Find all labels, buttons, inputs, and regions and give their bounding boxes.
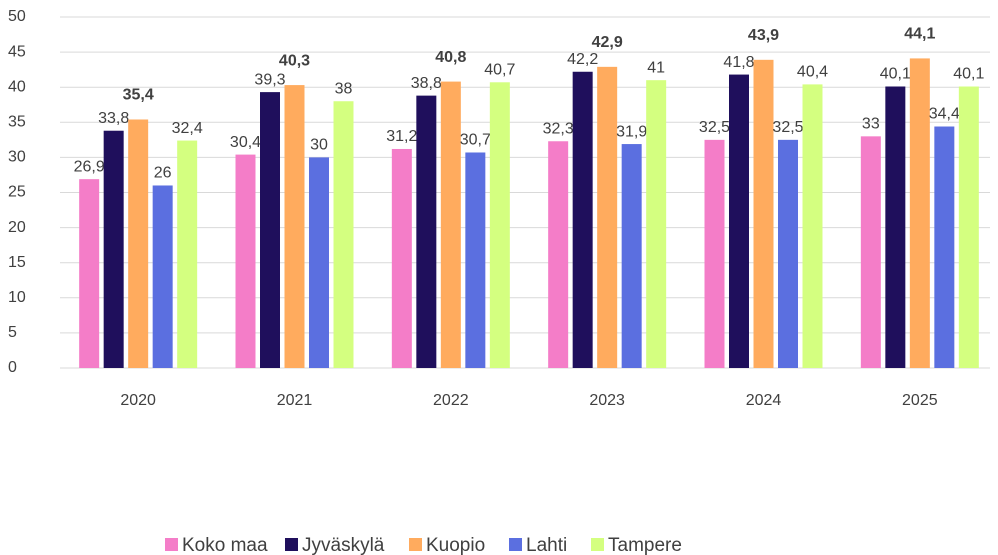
y-tick-label: 0 [8, 359, 17, 376]
bar [704, 139, 725, 368]
y-tick-label: 10 [8, 289, 26, 306]
legend-swatch [409, 538, 422, 551]
y-tick-label: 50 [8, 8, 26, 25]
data-label: 40,4 [797, 64, 828, 81]
data-label: 40,7 [484, 62, 515, 79]
data-label: 38,8 [411, 75, 442, 92]
legend-label: Jyväskylä [302, 535, 385, 555]
data-label: 42,9 [592, 34, 623, 51]
legend-swatch [509, 538, 522, 551]
data-label: 40,8 [435, 49, 466, 66]
legend-label: Lahti [526, 535, 567, 555]
bar [802, 84, 823, 368]
data-label: 32,5 [772, 119, 803, 136]
y-tick-label: 40 [8, 78, 26, 95]
data-label: 33 [862, 116, 880, 133]
data-label: 43,9 [748, 27, 779, 44]
bar [235, 154, 256, 368]
bar [103, 130, 124, 368]
y-tick-label: 25 [8, 184, 26, 201]
data-label: 30,7 [460, 132, 491, 149]
data-label: 44,1 [904, 26, 935, 43]
bar [646, 80, 667, 369]
bar [465, 152, 486, 368]
y-tick-label: 15 [8, 254, 26, 271]
bar [152, 185, 173, 368]
bar [333, 101, 354, 369]
bar [79, 179, 100, 368]
data-label: 40,1 [953, 66, 984, 83]
data-label: 26,9 [74, 158, 105, 175]
data-label: 31,2 [386, 128, 417, 145]
bar [572, 71, 593, 369]
data-label: 40,3 [279, 52, 310, 69]
data-label: 35,4 [123, 87, 154, 104]
x-tick-label: 2025 [902, 392, 938, 409]
data-label: 26 [154, 165, 172, 182]
x-tick-label: 2022 [433, 392, 469, 409]
bar [778, 139, 798, 368]
data-label: 38 [335, 80, 353, 97]
data-label: 32,4 [172, 120, 203, 137]
x-tick-label: 2024 [746, 392, 782, 409]
x-tick-label: 2023 [589, 392, 625, 409]
y-tick-label: 30 [8, 149, 26, 166]
bar [860, 136, 881, 368]
bar [729, 74, 749, 369]
data-label: 30 [310, 137, 328, 154]
y-tick-label: 35 [8, 114, 26, 131]
bar [309, 157, 329, 368]
data-label: 41,8 [723, 54, 754, 71]
x-tick-label: 2020 [120, 392, 156, 409]
legend-swatch [591, 538, 604, 551]
legend-label: Kuopio [426, 535, 485, 555]
legend-swatch [165, 538, 178, 551]
data-label: 41 [647, 59, 665, 76]
bar [128, 119, 149, 368]
y-tick-label: 20 [8, 219, 26, 236]
bar [284, 85, 305, 369]
data-label: 32,5 [699, 119, 730, 136]
legend-label: Tampere [608, 535, 682, 555]
data-label: 34,4 [929, 106, 960, 123]
bar [753, 59, 774, 369]
data-label: 31,9 [616, 123, 647, 140]
bar [934, 126, 955, 369]
bar [391, 148, 412, 368]
y-tick-label: 5 [8, 324, 17, 341]
data-label: 30,4 [230, 134, 261, 151]
data-label: 39,3 [254, 71, 285, 88]
bar [548, 141, 569, 368]
bar [489, 82, 510, 368]
bar [909, 58, 930, 368]
bar [885, 86, 906, 369]
data-label: 40,1 [880, 66, 911, 83]
x-tick-label: 2021 [277, 392, 313, 409]
bar [621, 144, 642, 368]
legend-swatch [285, 538, 298, 551]
bar [416, 95, 437, 369]
legend-label: Koko maa [182, 535, 268, 555]
bar [260, 92, 280, 368]
data-label: 32,3 [543, 120, 574, 137]
bar [958, 86, 979, 369]
bar [597, 66, 618, 368]
data-label: 33,8 [98, 110, 129, 127]
y-tick-label: 45 [8, 43, 26, 60]
bar [440, 81, 461, 369]
data-label: 42,2 [567, 51, 598, 68]
bar [177, 140, 198, 368]
